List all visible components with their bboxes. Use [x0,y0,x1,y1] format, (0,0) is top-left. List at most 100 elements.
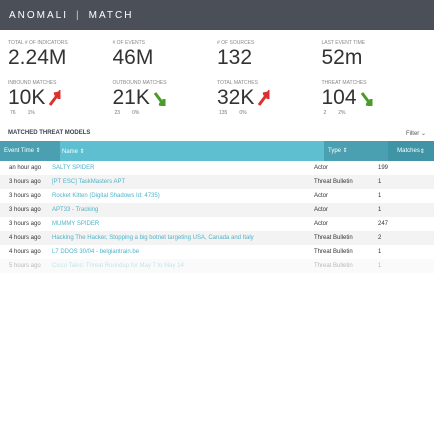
table: Event Time ⇕ Name ⇕ Type ⇕ Matches ⇕ an hou… [0,141,434,273]
stat: LAST EVENT TIME 52m [322,30,427,70]
separator: | [76,9,81,21]
stat-label: # OF EVENTS [112,40,146,46]
cell: Actor [314,193,329,199]
sort-icon[interactable]: ⇕ [419,148,425,155]
brand: ANOMALI [9,9,69,21]
stat-value: 32K [217,86,322,110]
table-header: Event Time ⇕ Name ⇕ Type ⇕ Matches ⇕ [0,141,434,161]
cell: [PT ESC] TaskMasters APT [52,179,126,185]
table-row[interactable]: 3 hours ago Rocket Kitten (Digital Shadow… [0,189,434,203]
cell: Threat Bulletin [314,179,353,185]
stat: OUTBOUND MATCHES 21K 23 0% [113,70,218,116]
stat-label: INBOUND MATCHES [8,80,57,86]
stat: THREAT MATCHES 104 2 2% [322,70,427,116]
table-row[interactable]: 5 hours ago Cisco Talos: Threat Roundup f… [0,259,434,273]
cell: Rocket Kitten (Digital Shadows Id: 4735) [52,193,160,199]
table-row[interactable]: 3 hours ago [PT ESC] TaskMasters APT Threa… [0,175,434,189]
change: 76 [10,110,16,116]
sort-icon[interactable]: ⇕ [341,148,348,154]
arrow-path [258,90,270,106]
trend-arrow [258,90,270,106]
value-text: 104 [321,86,357,109]
arrow-path [153,92,166,106]
cell: L7 DDOS 30/04 - belgiantrain.be [52,249,140,255]
cell: 2 [378,235,382,241]
stat: INBOUND MATCHES 10K 76 1% [8,70,113,116]
stat-value: 10K [8,86,113,110]
section-title: MATCHED THREAT MODELS [8,130,91,136]
stat-label: LAST EVENT TIME [321,40,366,46]
stat-label: TOTAL # OF INDICATORS [8,40,68,46]
cell: 4 hours ago [9,249,41,255]
value-text: 32K [217,86,255,109]
cell: Threat Bulletin [314,249,353,255]
percent: 0% [132,110,140,116]
table-row[interactable]: 4 hours ago L7 DDOS 30/04 - belgiantrain.… [0,245,434,259]
filter-label[interactable]: Filter [405,131,420,137]
stat: TOTAL # OF INDICATORS 2.24M [8,30,113,70]
product: MATCH [88,9,134,21]
percent: 1% [27,110,35,116]
cell: Hacking The Hacker, Stopping a big botne… [52,235,254,241]
arrow-path [49,90,61,106]
stat-value: 2.24M [8,46,67,69]
cell: 4 hours ago [9,235,41,241]
sort-icon[interactable]: ⇕ [78,148,85,155]
value-text: 10K [8,86,46,109]
trend-arrow [153,92,166,106]
trend-arrow [49,90,61,106]
stat-label: THREAT MATCHES [321,80,367,86]
column-header[interactable]: Type ⇕ [324,141,388,161]
stat-value: 46M [112,46,154,69]
change: 2 [323,110,327,116]
column-header[interactable]: Event Time ⇕ [0,141,60,161]
cell: 3 hours ago [9,207,41,213]
stat-change: 23 0% [113,110,218,116]
stat-label: TOTAL MATCHES [217,80,258,86]
arrow-path [360,92,373,106]
sort-icon[interactable]: ⇕ [34,148,41,154]
percent: 2% [338,110,346,116]
cell: 3 hours ago [9,221,41,227]
table-row[interactable]: 4 hours ago Hacking The Hacker, Stopping … [0,231,434,245]
cell: Actor [314,207,329,213]
cell: SALTY SPIDER [52,165,95,171]
column-label[interactable]: Name [62,148,79,155]
filter-button[interactable]: Filter ⌄ [405,131,426,137]
stat-value: 52m [321,46,363,69]
table-row[interactable]: 3 hours ago APT33 - Tracking Actor 1 [0,203,434,217]
stat-change: 2 2% [322,110,427,116]
top-bar: ANOMALI | MATCH [0,0,434,30]
table-row[interactable]: an hour ago SALTY SPIDER Actor 199 [0,161,434,175]
column-label[interactable]: Type [328,148,342,154]
change: 23 [114,110,121,116]
cell: 199 [378,165,389,171]
cell: an hour ago [9,165,42,171]
cell: 3 hours ago [9,193,41,199]
cell: 5 hours ago [9,263,41,269]
stat-change: 76 1% [8,110,113,116]
stat: TOTAL MATCHES 32K 135 0% [217,70,322,116]
stat-label: OUTBOUND MATCHES [112,80,167,86]
column-header[interactable]: Name ⇕ [60,148,324,155]
section-header: MATCHED THREAT MODELS Filter ⌄ [0,116,434,141]
table-body: an hour ago SALTY SPIDER Actor 199 3 hours a… [0,161,434,273]
cell: MUMMY SPIDER [52,221,100,227]
cell: Threat Bulletin [314,263,353,269]
table-row[interactable]: 3 hours ago MUMMY SPIDER Actor 247 [0,217,434,231]
cell: 1 [378,193,382,199]
trend-arrow [360,92,373,106]
column-label[interactable]: Matches [397,148,420,154]
column-label[interactable]: Event Time [4,148,35,154]
cell: Cisco Talos: Threat Roundup for May 7 to… [52,263,184,269]
percent: 0% [239,110,247,116]
stat-value: 21K [113,86,218,110]
cell: Threat Bulletin [314,235,353,241]
cell: 3 hours ago [9,179,41,185]
stat-value: 132 [217,46,253,69]
cell: 1 [378,179,382,185]
column-header[interactable]: Matches ⇕ [388,141,434,161]
stat-value: 104 [322,86,427,110]
stat: # OF EVENTS 46M [113,30,218,70]
